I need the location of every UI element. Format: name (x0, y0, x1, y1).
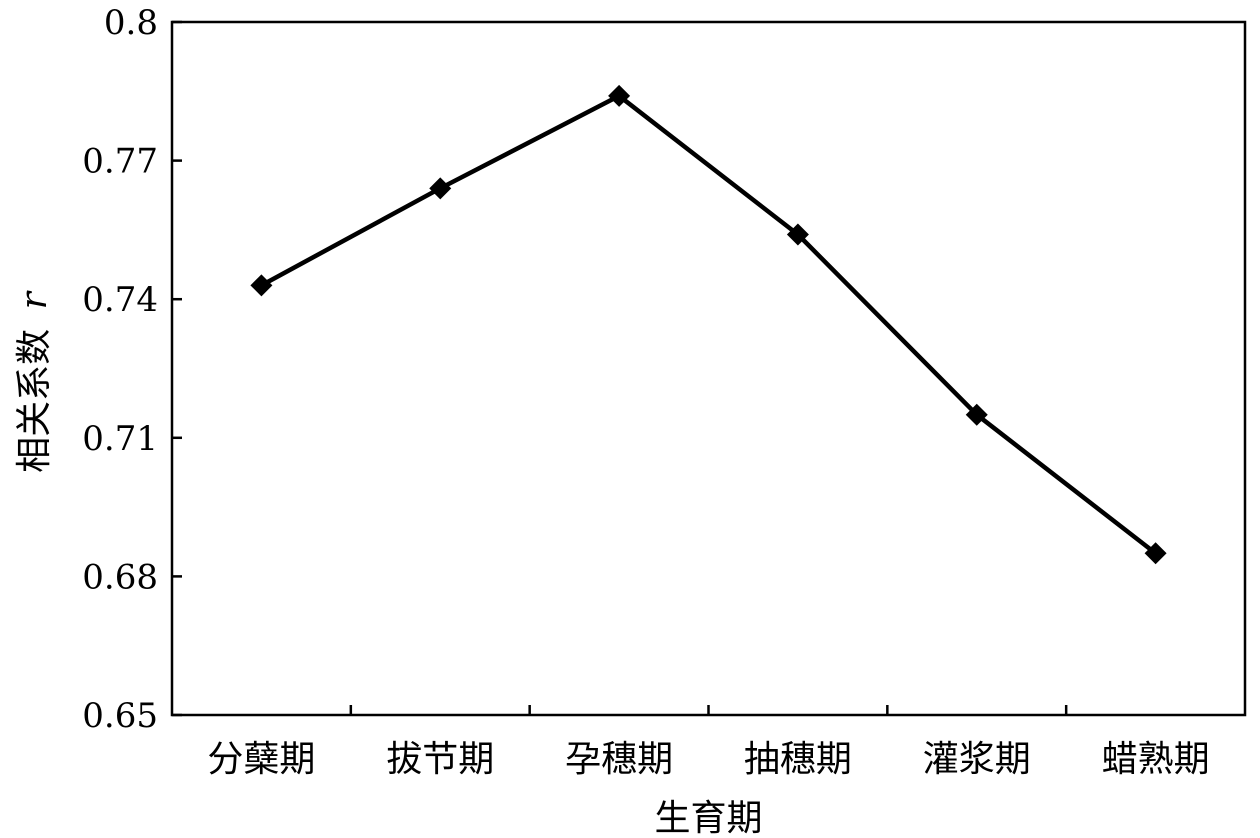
y-axis-title-text: 相关系数 (14, 329, 55, 473)
axis-titles: 生育期 相关系数 r (14, 290, 763, 838)
x-tick-label: 分蘖期 (207, 739, 315, 780)
data-point (429, 177, 452, 200)
data-point (608, 84, 631, 107)
x-tick-label: 灌浆期 (923, 739, 1031, 780)
y-tick-label: 0.68 (82, 557, 158, 597)
y-ticks: 0.65 0.68 0.71 0.74 0.77 0.8 (82, 3, 182, 736)
plot-frame (170, 20, 1247, 717)
series-layer (250, 84, 1167, 565)
data-point (250, 274, 273, 297)
y-tick-label: 0.74 (82, 280, 158, 320)
y-tick-label: 0.71 (82, 419, 158, 459)
y-tick-label: 0.77 (82, 142, 158, 182)
y-axis-title-symbol: r (14, 290, 55, 309)
data-point (1144, 542, 1167, 565)
x-tick-label: 拔节期 (386, 739, 494, 780)
x-tick-label: 蜡熟期 (1102, 739, 1210, 780)
x-ticks: 分蘖期 拔节期 孕穗期 抽穗期 灌浆期 蜡熟期 (207, 705, 1210, 780)
y-axis-title: 相关系数 r (14, 290, 55, 472)
y-tick-label: 0.8 (104, 3, 158, 43)
x-axis-title: 生育期 (654, 798, 762, 838)
series-line (260, 93, 1157, 556)
axes-layer (170, 20, 1247, 717)
x-tick-label: 孕穗期 (565, 739, 673, 780)
data-point (786, 223, 809, 246)
x-tick-label: 抽穗期 (744, 739, 852, 780)
y-tick-label: 0.65 (82, 696, 158, 736)
data-point (965, 403, 988, 426)
